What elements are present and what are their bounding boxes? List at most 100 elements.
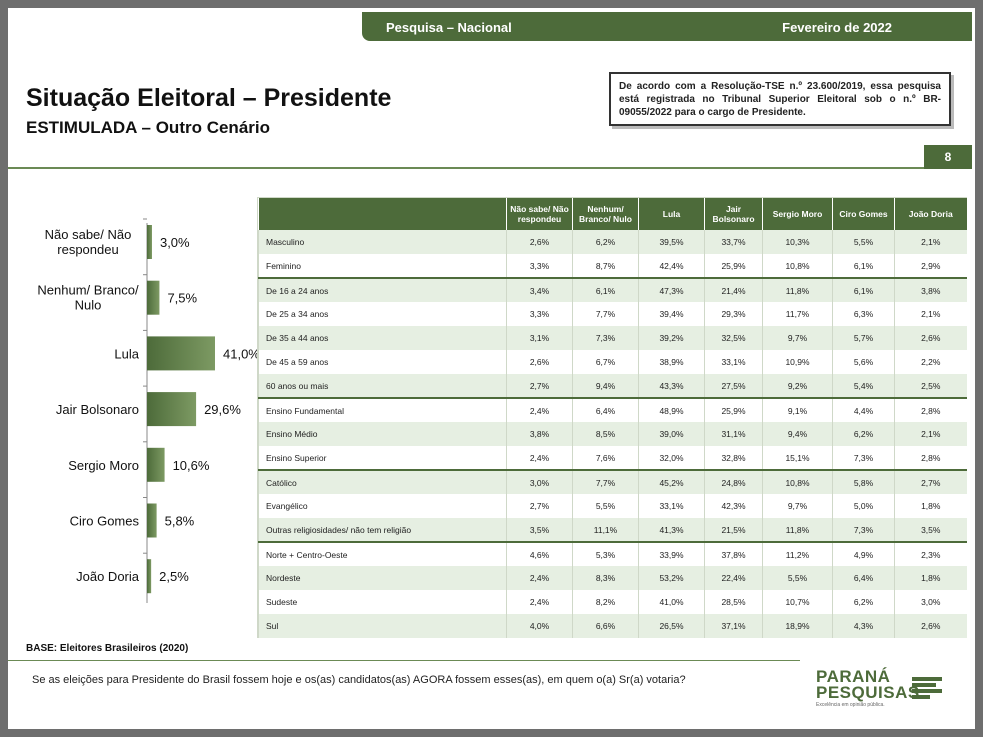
logo-text-line1: PARANÁ [816, 667, 891, 686]
table-cell: 6,3% [832, 302, 895, 326]
table-cell: 3,3% [506, 302, 573, 326]
table-cell: 41,0% [638, 590, 705, 614]
table-row-label: Evangélico [258, 494, 507, 518]
table-cell: 9,4% [572, 374, 639, 398]
table-cell: 6,4% [572, 397, 639, 422]
chart-data-label: 41,0% [223, 346, 258, 361]
table-cell: 32,8% [704, 446, 763, 470]
table-cell: 6,4% [832, 566, 895, 590]
table-cell: 18,9% [762, 614, 833, 638]
table-row: De 16 a 24 anos 3,4% 6,1% 47,3% 21,4% 11,8% 6,… [258, 277, 967, 302]
table-header-row: Não sabe/ Não respondeu Nenhum/ Branco/ N… [258, 198, 967, 230]
table-cell: 4,3% [832, 614, 895, 638]
top-divider [8, 167, 924, 169]
table-cell: 33,7% [704, 230, 763, 254]
table-row: De 45 a 59 anos 2,6% 6,7% 38,9% 33,1% 10,9% 5,… [258, 350, 967, 374]
table-cell: 9,7% [762, 494, 833, 518]
table-cell: 11,8% [762, 518, 833, 542]
table-cell: 2,7% [506, 374, 573, 398]
table-cell: 2,5% [894, 374, 967, 398]
bottom-divider [8, 660, 800, 661]
table-cell: 5,6% [832, 350, 895, 374]
table-cell: 26,5% [638, 614, 705, 638]
table-cell: 15,1% [762, 446, 833, 470]
table-cell: 3,0% [894, 590, 967, 614]
table-cell: 27,5% [704, 374, 763, 398]
table-cell: 6,7% [572, 350, 639, 374]
chart-category-label: Nenhum/ Branco/Nulo [37, 283, 139, 313]
table-cell: 2,9% [894, 254, 967, 278]
table-cell: 2,6% [894, 326, 967, 350]
table-cell: 2,4% [506, 566, 573, 590]
table-cell: 9,1% [762, 397, 833, 422]
table-cell: 53,2% [638, 566, 705, 590]
table-cell: 39,5% [638, 230, 705, 254]
table-cell: 28,5% [704, 590, 763, 614]
table-header-blank [258, 198, 507, 230]
table-cell: 2,1% [894, 302, 967, 326]
table-cell: 10,8% [762, 469, 833, 494]
chart-bar [147, 280, 160, 315]
table-cell: 8,5% [572, 422, 639, 446]
table-row-label: Nordeste [258, 566, 507, 590]
chart-data-label: 7,5% [167, 291, 197, 306]
table-row-label: Outras religiosidades/ não tem religião [258, 518, 507, 542]
table-cell: 47,3% [638, 277, 705, 302]
table-cell: 9,2% [762, 374, 833, 398]
chart-bar [147, 559, 152, 594]
table-row-label: Masculino [258, 230, 507, 254]
table-cell: 8,3% [572, 566, 639, 590]
table-cell: 5,5% [832, 230, 895, 254]
table-cell: 7,3% [832, 518, 895, 542]
table-cell: 5,8% [832, 469, 895, 494]
table-cell: 6,2% [832, 422, 895, 446]
table-cell: 2,4% [506, 397, 573, 422]
table-cell: 6,2% [832, 590, 895, 614]
table-cell: 3,4% [506, 277, 573, 302]
table-header-cell: Sergio Moro [762, 198, 833, 230]
table-row: Ensino Fundamental 2,4% 6,4% 48,9% 25,9% 9,1%… [258, 397, 967, 422]
table-row: Católico 3,0% 7,7% 45,2% 24,8% 10,8% 5,8% 2,7% [258, 469, 967, 494]
table-row-label: Ensino Médio [258, 422, 507, 446]
table-row: Outras religiosidades/ não tem religião 3… [258, 518, 967, 542]
table-cell: 6,6% [572, 614, 639, 638]
table-cell: 11,2% [762, 541, 833, 566]
table-cell: 2,1% [894, 230, 967, 254]
table-row-label: Feminino [258, 254, 507, 278]
table-cell: 3,5% [894, 518, 967, 542]
table-row-label: Católico [258, 469, 507, 494]
crosstab-table-container: Não sabe/ Não respondeu Nenhum/ Branco/ N… [257, 197, 967, 638]
logo-stripes-icon [912, 677, 942, 699]
table-row-label: Ensino Superior [258, 446, 507, 470]
table-row-label: De 45 a 59 anos [258, 350, 507, 374]
table-cell: 8,2% [572, 590, 639, 614]
table-header-cell: João Doria [894, 198, 967, 230]
table-row: De 35 a 44 anos 3,1% 7,3% 39,2% 32,5% 9,7% 5,7… [258, 326, 967, 350]
table-cell: 4,6% [506, 541, 573, 566]
table-cell: 6,2% [572, 230, 639, 254]
table-header-cell: Jair Bolsonaro [704, 198, 763, 230]
table-row-label: Norte + Centro-Oeste [258, 541, 507, 566]
logo-text-line2: PESQUISAS [816, 683, 920, 702]
table-cell: 6,1% [572, 277, 639, 302]
chart-bar [147, 392, 197, 427]
table-cell: 2,8% [894, 446, 967, 470]
table-cell: 7,3% [832, 446, 895, 470]
table-cell: 4,0% [506, 614, 573, 638]
table-row: Evangélico 2,7% 5,5% 33,1% 42,3% 9,7% 5,0% 1,8% [258, 494, 967, 518]
chart-category-label: Lula [114, 346, 139, 361]
table-cell: 21,4% [704, 277, 763, 302]
table-cell: 7,3% [572, 326, 639, 350]
table-cell: 2,4% [506, 446, 573, 470]
table-cell: 2,7% [894, 469, 967, 494]
table-cell: 2,4% [506, 590, 573, 614]
table-header-cell: Não sabe/ Não respondeu [506, 198, 573, 230]
table-cell: 33,1% [638, 494, 705, 518]
table-cell: 4,9% [832, 541, 895, 566]
table-row-label: De 35 a 44 anos [258, 326, 507, 350]
table-cell: 6,1% [832, 254, 895, 278]
chart-bar [147, 225, 152, 259]
chart-category-label: Não sabe/ Não respondeu [45, 227, 132, 257]
table-cell: 2,6% [506, 230, 573, 254]
table-cell: 3,0% [506, 469, 573, 494]
